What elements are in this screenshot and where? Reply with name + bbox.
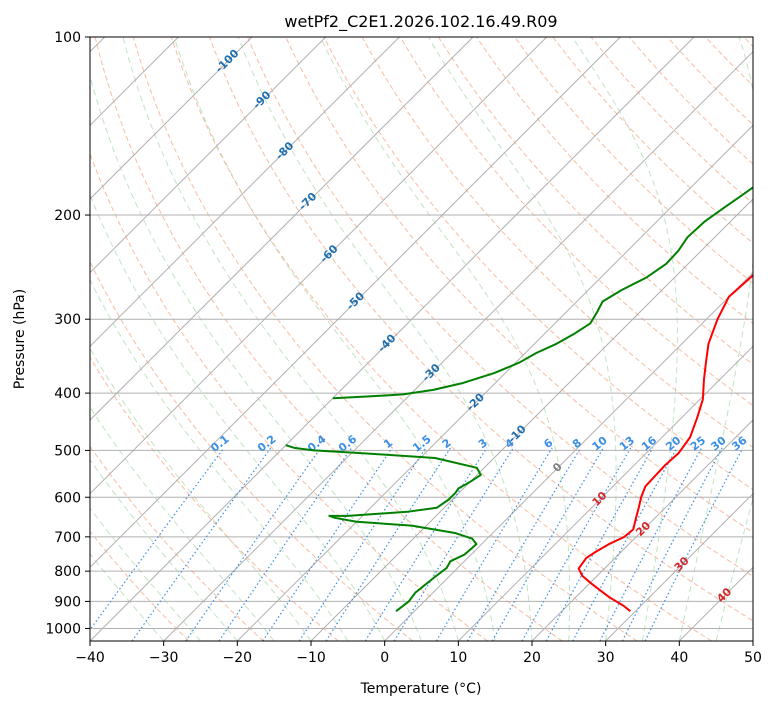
dry-adiabats	[90, 37, 753, 641]
isotherm-line	[236, 124, 753, 641]
dry-adiabat-line	[399, 37, 753, 407]
moist-adiabat-line	[319, 37, 571, 641]
moist-adiabat-line	[715, 496, 753, 641]
dewpoint-profile-line	[285, 444, 482, 612]
mixing-ratio-line	[218, 447, 353, 641]
mixing-ratio-line	[262, 447, 393, 641]
mixing-ratio-line	[325, 447, 452, 641]
x-tick-label: 40	[670, 650, 688, 666]
y-tick-label: 200	[54, 208, 81, 224]
dry-adiabat-line	[323, 37, 753, 491]
mixing-ratio-line	[131, 447, 272, 641]
isotherm-line	[90, 37, 548, 495]
isotherm-line	[457, 345, 753, 641]
isotherm-line	[90, 37, 621, 569]
x-axis-label: Temperature (°C)	[360, 681, 482, 697]
mixing-ratio-line	[298, 447, 427, 641]
moist-adiabat-line	[427, 37, 617, 641]
isotherm-line	[90, 37, 400, 348]
mixing-ratio-line	[393, 447, 514, 641]
y-tick-label: 500	[54, 443, 81, 459]
moist-adiabat-line	[237, 37, 533, 641]
y-tick-label: 600	[54, 490, 81, 506]
temperature-profile-line	[577, 273, 753, 612]
dry-adiabat-line	[90, 152, 488, 641]
y-tick-label: 700	[54, 530, 81, 546]
moist-adiabat-line	[90, 278, 349, 641]
chart-title: wetPf2_C2E1.2026.102.16.49.R09	[284, 12, 557, 32]
dewpoint-profile-line	[332, 186, 753, 400]
x-tick-label: 50	[744, 650, 762, 666]
plot-area: 0.1 0.2 0.4 0.6 1 1.5 2 3 4 6 8 10 13 16 20 25 30 36 -100…	[90, 37, 753, 641]
x-axis-ticks: −40 −30 −20 −10 0 10 20 30 40 50	[75, 641, 762, 666]
isotherm-line	[90, 37, 253, 200]
x-tick-label: −10	[296, 650, 326, 666]
moist-adiabat-line	[678, 37, 753, 641]
x-tick-label: 30	[597, 650, 615, 666]
plot-frame	[89, 36, 754, 642]
isotherms	[90, 37, 753, 641]
y-axis-label: Pressure (hPa)	[12, 289, 28, 389]
y-tick-label: 100	[54, 30, 81, 46]
y-axis-ticks: 100 200 300 400 500 600 700 800 900 1000	[45, 30, 90, 637]
y-tick-label: 300	[54, 312, 81, 328]
y-tick-label: 1000	[45, 621, 81, 637]
isotherm-line	[90, 37, 695, 641]
mixing-ratio-line	[621, 447, 723, 641]
mixing-ratio-line	[90, 447, 225, 631]
profile-series	[285, 186, 753, 612]
moist-adiabat-line	[571, 37, 678, 641]
dry-adiabat-line	[438, 37, 753, 365]
x-tick-label: 20	[523, 650, 541, 666]
mixing-ratio-line	[185, 447, 322, 641]
dry-adiabat-line	[94, 37, 563, 641]
mixing-ratio-line	[572, 447, 678, 641]
moist-adiabat-line	[122, 37, 459, 641]
y-tick-label: 400	[54, 386, 81, 402]
isotherm-line	[90, 37, 327, 274]
mixing-ratio-line	[599, 447, 703, 641]
isotherm-line	[310, 198, 753, 641]
dry-adiabat-line	[90, 530, 190, 641]
x-tick-label: 0	[380, 650, 389, 666]
isotherm-line	[90, 37, 474, 421]
mixing-ratio-line	[466, 447, 582, 641]
y-tick-label: 800	[54, 564, 81, 580]
dry-adiabat-line	[209, 37, 753, 622]
moist-adiabat-line	[90, 193, 386, 641]
x-tick-label: −30	[149, 650, 179, 666]
y-tick-label: 900	[54, 594, 81, 610]
dry-adiabat-line	[90, 445, 264, 641]
x-tick-label: −20	[223, 650, 253, 666]
dry-adiabat-line	[247, 37, 753, 577]
dry-adiabat-line	[514, 37, 753, 284]
isotherm-line	[531, 419, 753, 641]
isotherm-line	[605, 492, 753, 641]
x-tick-label: 10	[449, 650, 467, 666]
moist-adiabat-line	[90, 73, 422, 641]
dry-adiabat-line	[170, 37, 712, 641]
mixing-ratio-line	[364, 447, 488, 641]
moist-adiabat-line	[173, 37, 496, 641]
x-tick-label: −40	[75, 650, 105, 666]
moist-adiabat-line	[90, 458, 238, 641]
isotherm-line	[384, 271, 753, 641]
dry-adiabat-line	[90, 356, 339, 641]
dry-adiabat-line	[132, 37, 638, 641]
isotherm-line	[163, 50, 753, 641]
